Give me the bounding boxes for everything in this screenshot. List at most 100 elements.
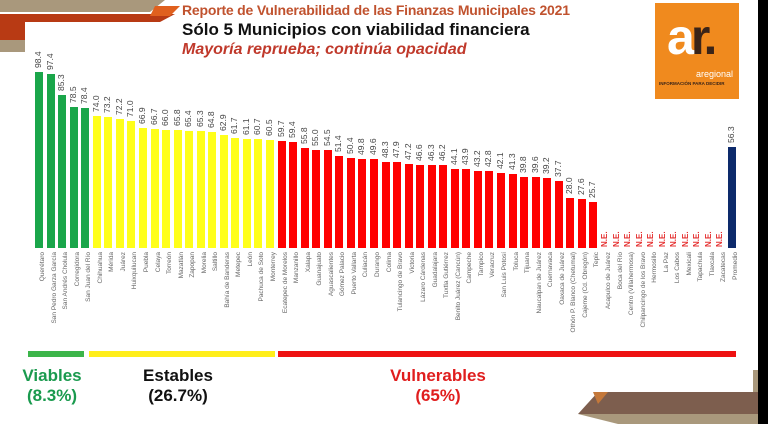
bar (196, 131, 205, 248)
value-label: 27.6 (575, 178, 586, 195)
not-evaluated-label: N.E. (692, 231, 702, 247)
value-label: 37.7 (552, 159, 563, 177)
logo-tagline: INFORMACIÓN PARA DECIDIR (659, 81, 725, 86)
bar (231, 137, 240, 248)
category-label: La Paz (662, 252, 670, 273)
bar (416, 164, 425, 248)
value-label: 59.4 (287, 121, 298, 138)
category-label: Guadalajara (431, 252, 439, 288)
legend-viables-pct: (8.3%) (26, 386, 78, 405)
category-label: San Juan del Río (85, 252, 93, 302)
category-label: Celaya (154, 252, 162, 273)
value-label: 42.1 (495, 152, 505, 169)
logo-mark-r: r. (690, 9, 718, 65)
bar (439, 165, 448, 248)
bar (127, 120, 136, 248)
category-label: San Andrés Cholula (62, 252, 70, 310)
value-label: 60.5 (264, 119, 274, 136)
category-label: Xalapa (304, 252, 312, 273)
bar (427, 165, 436, 248)
value-label: 25.7 (587, 181, 598, 198)
bar (369, 159, 378, 248)
value-label: 65.3 (194, 110, 205, 128)
value-label: 60.7 (252, 118, 263, 136)
category-label: Tepic (593, 252, 601, 268)
value-label: 72.2 (113, 98, 124, 115)
subheadline: Mayoría reprueba; continúa opacidad (182, 41, 467, 58)
bar (554, 180, 563, 248)
bar (185, 130, 194, 248)
category-label: Zacatecas (720, 252, 728, 282)
value-label: 49.8 (356, 138, 367, 155)
value-label: 73.2 (102, 96, 113, 113)
category-label: Metepec (235, 252, 243, 277)
bar (381, 161, 390, 248)
category-label: San Luis Potosí (501, 252, 508, 298)
bar (115, 118, 124, 248)
bar (208, 132, 217, 248)
value-label: 65.8 (171, 109, 182, 127)
category-label: Acapulco de Juárez (604, 252, 612, 310)
category-label: Tuxtla Gutiérrez (443, 252, 451, 298)
category-label: Los Cabos (674, 252, 682, 284)
category-label: Mérida (108, 252, 116, 272)
category-label: Tapachula (697, 252, 705, 282)
value-label: 59.7 (275, 120, 286, 138)
not-evaluated-label: N.E. (657, 231, 667, 247)
bar (58, 95, 67, 248)
legend-bar-viables (28, 351, 84, 357)
black-edge (758, 0, 768, 424)
legend-estables-pct: (26.7%) (148, 386, 208, 405)
value-label: 55.0 (310, 129, 321, 146)
bar (46, 73, 55, 248)
bar (323, 150, 332, 248)
category-label: Ecatepec de Morelos (281, 252, 289, 314)
category-label: San Pedro Garza García (50, 252, 58, 324)
category-label: Centro (Villahermosa) (628, 252, 636, 316)
value-label: 97.4 (44, 53, 55, 70)
not-evaluated-label: N.E. (634, 231, 644, 247)
value-label: 98.4 (33, 51, 43, 68)
bar (462, 169, 471, 248)
not-evaluated-label: N.E. (599, 231, 609, 247)
aregional-logo: ar. aregional INFORMACIÓN PARA DECIDIR (655, 3, 739, 99)
legend-estables: Estables (26.7%) (130, 366, 226, 406)
value-label: 43.2 (471, 150, 482, 167)
value-label: 42.8 (483, 150, 494, 168)
category-label: Tlaxcala (708, 252, 716, 277)
bar (335, 155, 344, 248)
category-label: Durango (373, 252, 381, 277)
category-label: Puerto Vallarta (350, 252, 358, 295)
value-label: 61.1 (240, 118, 251, 135)
bar (312, 149, 321, 248)
bar (289, 141, 298, 248)
category-label: León (246, 252, 254, 267)
bar (69, 107, 78, 248)
logo-brand: aregional (695, 69, 733, 79)
value-label: 61.7 (229, 117, 240, 134)
category-label: Corregidora (73, 252, 81, 287)
bar (266, 139, 274, 248)
bar (173, 130, 182, 248)
bar (92, 115, 101, 248)
value-label: 64.8 (206, 111, 217, 128)
bar (531, 177, 540, 248)
not-evaluated-label: N.E. (715, 231, 725, 247)
value-label: 66.9 (136, 107, 147, 125)
category-label: Oaxaca de Juárez (558, 252, 566, 305)
value-label: 41.3 (506, 153, 517, 171)
value-label: 66.0 (160, 109, 171, 126)
category-label: Zapopan (189, 252, 197, 278)
bar (473, 170, 482, 248)
category-label: Aguascalientes (327, 252, 335, 297)
bar (300, 148, 309, 248)
bar (277, 141, 286, 248)
bar (404, 163, 413, 248)
category-label: Tulancingo de Bravo (397, 252, 405, 312)
value-label: 39.6 (529, 156, 540, 174)
category-label: Puebla (142, 252, 150, 273)
category-label: Tijuana (524, 252, 532, 274)
category-label: Bahía de Banderas (223, 252, 231, 308)
category-label: Hermosillo (651, 252, 659, 283)
category-label: Naucalpan de Juárez (535, 252, 543, 314)
